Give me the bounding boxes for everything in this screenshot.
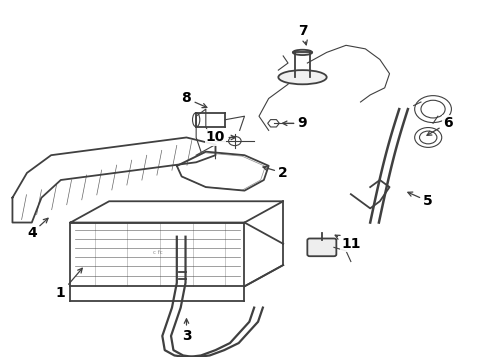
Ellipse shape — [278, 70, 326, 84]
Text: 4: 4 — [27, 218, 48, 240]
FancyBboxPatch shape — [307, 238, 336, 256]
Text: 8: 8 — [181, 91, 206, 108]
Text: 11: 11 — [334, 235, 360, 251]
Ellipse shape — [292, 50, 311, 55]
Text: c fc: c fc — [152, 251, 162, 256]
Text: 2: 2 — [263, 166, 287, 180]
Text: 10: 10 — [205, 130, 235, 144]
Text: 1: 1 — [56, 268, 82, 301]
Text: 3: 3 — [182, 319, 191, 343]
Text: 5: 5 — [407, 192, 432, 208]
Text: 9: 9 — [282, 116, 306, 130]
Text: 6: 6 — [426, 116, 451, 135]
Text: 7: 7 — [297, 24, 306, 45]
